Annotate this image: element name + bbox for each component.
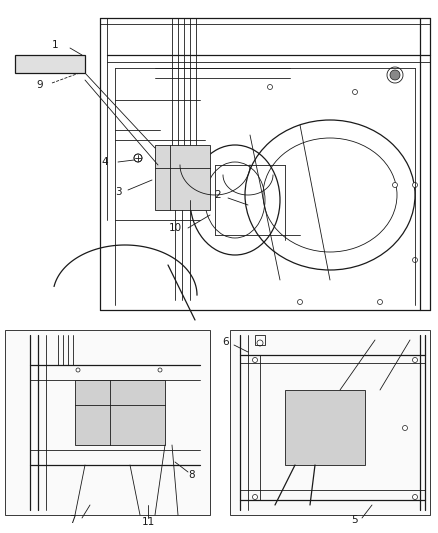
Bar xyxy=(15,55,85,73)
Circle shape xyxy=(19,65,25,71)
Bar xyxy=(155,145,210,210)
Circle shape xyxy=(252,358,258,362)
Circle shape xyxy=(76,368,80,372)
Bar xyxy=(230,330,430,515)
Circle shape xyxy=(378,300,382,304)
Text: 8: 8 xyxy=(189,470,195,480)
Bar xyxy=(255,335,265,345)
Text: 4: 4 xyxy=(102,157,108,167)
Circle shape xyxy=(353,90,357,94)
Circle shape xyxy=(257,340,263,346)
Circle shape xyxy=(413,358,417,362)
Circle shape xyxy=(390,70,400,80)
Text: 10: 10 xyxy=(169,223,182,233)
Text: 11: 11 xyxy=(141,517,155,527)
Circle shape xyxy=(268,85,272,90)
Circle shape xyxy=(413,495,417,499)
Text: 3: 3 xyxy=(115,187,121,197)
Circle shape xyxy=(413,257,417,262)
Circle shape xyxy=(19,58,25,64)
Text: 6: 6 xyxy=(223,337,230,347)
Circle shape xyxy=(413,182,417,188)
Circle shape xyxy=(75,61,81,67)
Text: 7: 7 xyxy=(69,515,75,525)
Circle shape xyxy=(252,495,258,499)
Text: 5: 5 xyxy=(352,515,358,525)
Bar xyxy=(5,330,210,515)
Text: 1: 1 xyxy=(52,40,58,50)
Circle shape xyxy=(297,300,303,304)
Circle shape xyxy=(158,368,162,372)
Bar xyxy=(75,380,165,445)
Text: 2: 2 xyxy=(215,190,221,200)
Bar xyxy=(285,390,365,465)
Text: 9: 9 xyxy=(37,80,43,90)
Circle shape xyxy=(403,425,407,431)
Circle shape xyxy=(134,154,142,162)
Circle shape xyxy=(392,182,398,188)
